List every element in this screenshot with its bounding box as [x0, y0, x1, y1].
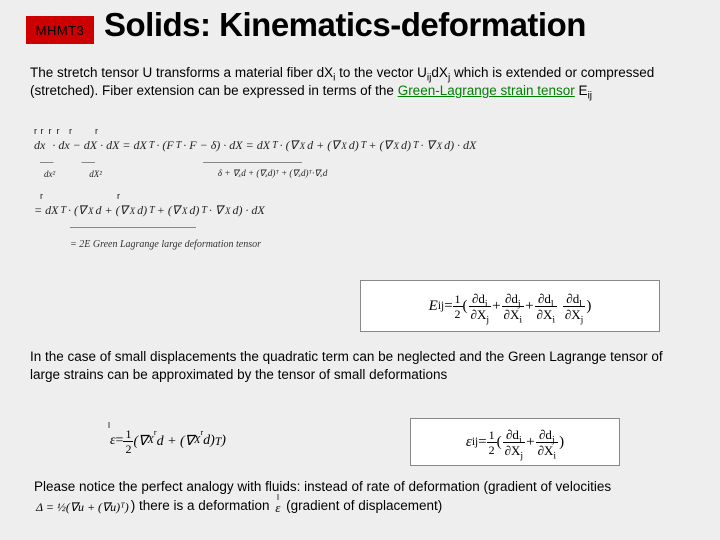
page-title: Solids: Kinematics-deformation [104, 6, 586, 44]
analogy-text-1: Please notice the perfect analogy with f… [34, 479, 611, 494]
deriv-underbrace-2: ⎯⎯⎯⎯⎯⎯⎯⎯⎯⎯⎯⎯⎯⎯⎯⎯⎯⎯⎯⎯⎯⎯⎯⎯⎯⎯⎯⎯ [70, 222, 690, 233]
deriv-underbrace-1: ⎯⎯⎯⎯⎯⎯⎯⎯⎯⎯⎯⎯⎯⎯⎯⎯⎯⎯⎯⎯⎯⎯⎯⎯⎯⎯⎯⎯ [40, 157, 690, 168]
sub-ij2: ij [588, 91, 593, 102]
intro-text-1: The stretch tensor U transforms a materi… [30, 65, 333, 80]
analogy-paragraph: Please notice the perfect analogy with f… [34, 478, 690, 517]
course-badge: MHMT3 [26, 16, 94, 44]
analogy-text-2: ) there is a deformation [131, 498, 274, 513]
deriv-row-1: r r r r r r [34, 126, 690, 136]
deriv-row-2a: r r [34, 191, 690, 201]
epsilon-tensor-inline: ‖ ε = 12 (∇X r d + (∇X r d)T) [110, 418, 390, 464]
eij-formula-box: Eij = 12 ( ∂di∂Xj + ∂dj∂Xi + ∂dl∂Xi ∂dl∂… [360, 280, 660, 332]
eps-inline-symbol: ‖ε [275, 496, 280, 517]
intro-paragraph: The stretch tensor U transforms a materi… [30, 64, 690, 100]
derivation-block: r r r r r r dx · dx − dX · dX = dXT· (FT… [34, 126, 690, 276]
deriv-under-labels: dx² dX² δ + ∇ₓd + (∇ₓd)ᵀ + (∇ₓd)ᵀ·∇ₓd [44, 168, 690, 179]
green-lagrange-link[interactable]: Green-Lagrange strain tensor [398, 83, 575, 98]
analogy-text-3: (gradient of displacement) [282, 498, 442, 513]
deriv-row-1b: dx · dx − dX · dX = dXT· (FT· F − δ) · d… [34, 138, 690, 153]
green-lagrange-label: = 2E Green Lagrange large deformation te… [70, 239, 690, 250]
intro-text-5: E [575, 83, 588, 98]
delta-inline: Δ = ½(∇u + (∇u)ᵀ) [36, 499, 129, 515]
small-disp-paragraph: In the case of small displacements the q… [30, 348, 690, 384]
intro-text-3: dX [431, 65, 448, 80]
epsilon-ij-formula-box: εij = 12 ( ∂di∂Xj + ∂dj∂Xi ) [410, 418, 620, 466]
intro-text-2: to the vector U [335, 65, 427, 80]
deriv-row-2: = dXT· (∇Xd + (∇Xd)T + (∇Xd)T· ∇Xd) · dX [34, 203, 690, 218]
